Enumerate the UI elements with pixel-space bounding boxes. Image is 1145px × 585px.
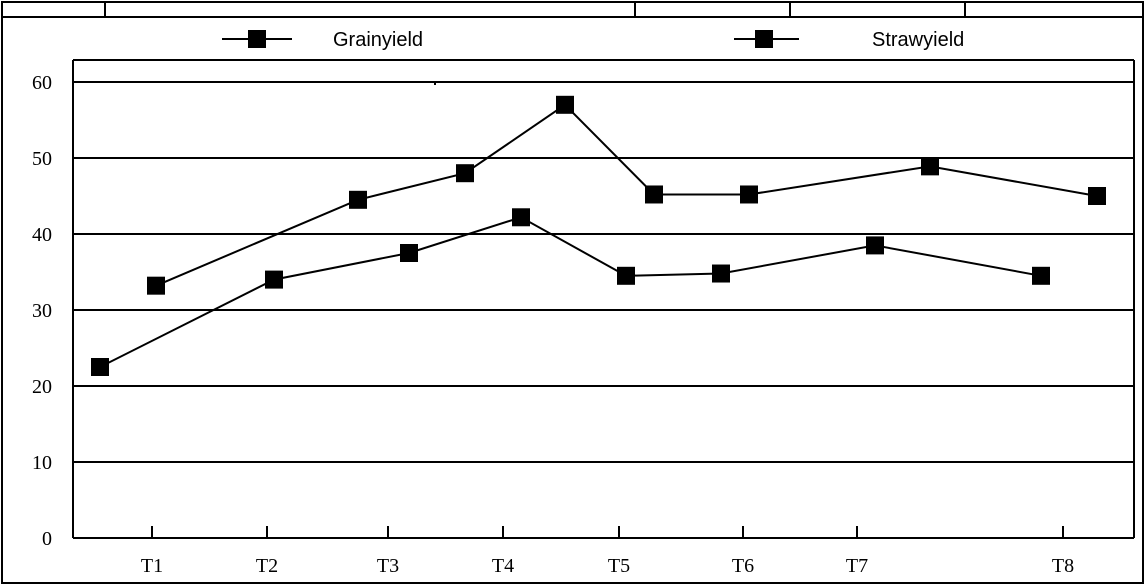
data-point	[400, 244, 418, 262]
y-tick-label: 60	[32, 72, 52, 94]
series-strawyield	[147, 95, 1106, 295]
legend: Grainyield Strawyield	[222, 29, 964, 51]
x-tick-label: T7	[846, 555, 868, 577]
stray-dot	[434, 83, 436, 85]
legend-item: Strawyield	[734, 29, 964, 51]
data-point	[456, 164, 474, 183]
x-tick-label: T4	[492, 555, 514, 577]
data-point	[147, 276, 165, 295]
x-tick-label: T2	[256, 555, 278, 577]
data-point	[921, 157, 939, 176]
series-line	[155, 103, 1098, 287]
legend-marker	[248, 30, 266, 48]
series-group	[91, 95, 1106, 376]
data-point	[740, 185, 758, 204]
x-tick-label: T8	[1052, 555, 1074, 577]
y-tick-label: 20	[32, 376, 52, 398]
data-point	[91, 358, 109, 376]
y-tick-labels: 0 10 20 30 40 50 60	[32, 72, 52, 550]
x-tick-label: T6	[732, 555, 754, 577]
data-point	[1088, 187, 1106, 205]
legend-label: Strawyield	[872, 29, 964, 51]
x-tick-labels: T1 T2 T3 T4 T5 T6 T7 T8	[141, 526, 1074, 577]
legend-item: Grainyield	[222, 29, 423, 51]
data-point	[512, 208, 530, 227]
data-point	[265, 270, 283, 289]
data-point	[349, 190, 367, 209]
data-point	[645, 185, 663, 204]
y-tick-label: 10	[32, 452, 52, 474]
data-point	[556, 95, 574, 114]
x-tick-label: T5	[608, 555, 630, 577]
gridlines	[73, 81, 1134, 463]
data-point	[617, 266, 635, 285]
data-point	[1032, 266, 1050, 285]
legend-label: Grainyield	[333, 29, 423, 51]
y-tick-label: 50	[32, 148, 52, 170]
data-point	[866, 236, 884, 255]
y-tick-label: 0	[42, 528, 52, 550]
legend-marker	[755, 30, 773, 48]
data-point	[712, 264, 730, 283]
series-grainyield	[91, 208, 1050, 376]
x-tick-label: T3	[377, 555, 399, 577]
x-tick-label: T1	[141, 555, 163, 577]
y-tick-label: 40	[32, 224, 52, 246]
axes	[72, 59, 1135, 539]
series-line	[99, 216, 1042, 368]
y-tick-label: 30	[32, 300, 52, 322]
